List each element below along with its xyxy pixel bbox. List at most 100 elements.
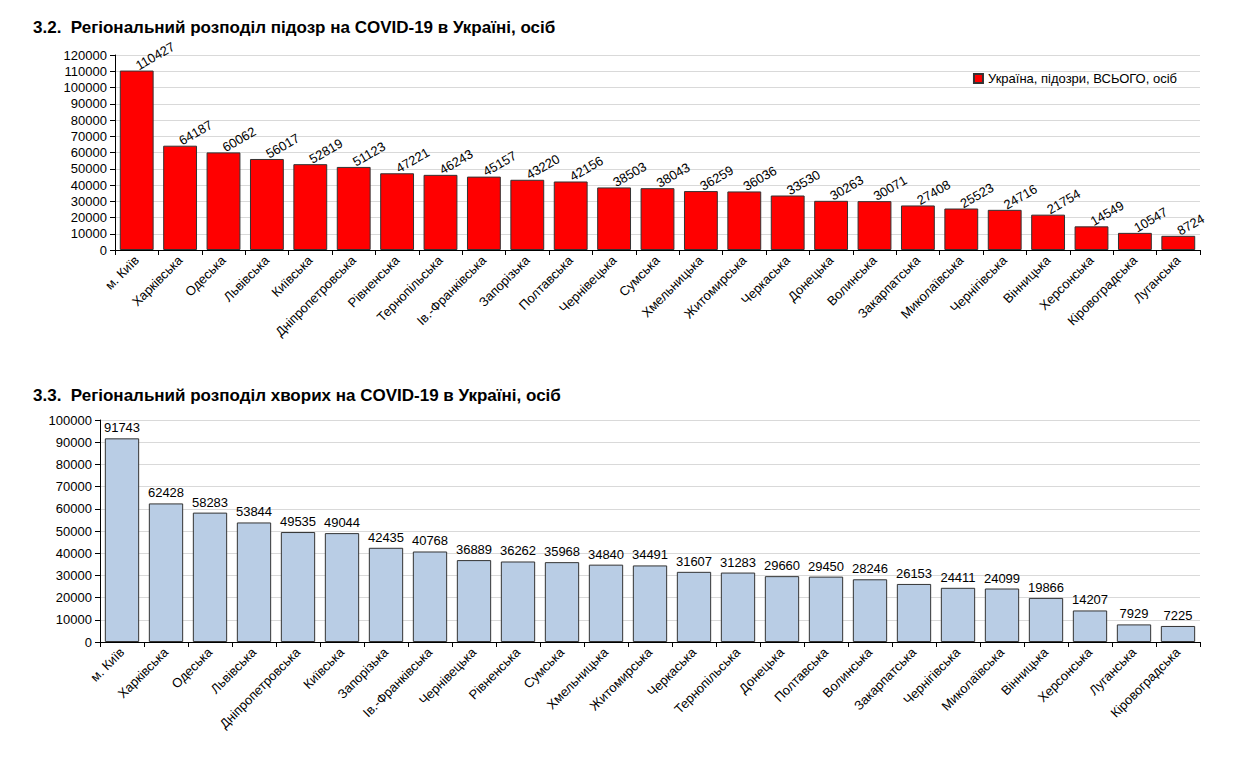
svg-text:100000: 100000: [64, 80, 107, 95]
svg-text:Харківська: Харківська: [129, 252, 186, 309]
svg-text:19866: 19866: [1028, 580, 1064, 595]
svg-text:Рівненська: Рівненська: [466, 644, 524, 702]
svg-text:110000: 110000: [65, 64, 107, 79]
svg-text:Житомирська: Житомирська: [681, 252, 750, 321]
svg-text:Львівська: Львівська: [220, 252, 272, 304]
svg-text:64187: 64187: [176, 117, 215, 148]
svg-text:0: 0: [85, 635, 92, 650]
svg-text:25523: 25523: [958, 180, 997, 211]
svg-text:Луганська: Луганська: [1130, 252, 1184, 306]
svg-text:3.2. Регіональний розподіл пі: 3.2. Регіональний розподіл підозр на COV…: [33, 18, 555, 37]
svg-text:26153: 26153: [896, 566, 932, 581]
svg-text:36262: 36262: [500, 543, 536, 558]
svg-text:7929: 7929: [1120, 606, 1149, 621]
svg-text:40000: 40000: [56, 546, 92, 561]
svg-text:10000: 10000: [71, 226, 107, 241]
svg-text:49044: 49044: [324, 515, 360, 530]
svg-text:Чернігівська: Чернігівська: [947, 252, 1010, 315]
svg-text:40768: 40768: [412, 533, 448, 548]
svg-text:20000: 20000: [71, 210, 107, 225]
svg-text:14207: 14207: [1072, 592, 1108, 607]
svg-text:43220: 43220: [524, 151, 563, 182]
svg-text:28246: 28246: [852, 561, 888, 576]
svg-text:Ів.-Франківська: Ів.-Франківська: [414, 252, 490, 328]
svg-text:8724: 8724: [1175, 211, 1208, 238]
svg-text:10547: 10547: [1131, 204, 1170, 235]
svg-text:31283: 31283: [720, 555, 756, 570]
svg-text:70000: 70000: [71, 129, 107, 144]
svg-text:Кіровоградська: Кіровоградська: [1108, 644, 1184, 720]
svg-text:Житомирська: Житомирська: [587, 644, 656, 713]
svg-text:0: 0: [100, 243, 107, 258]
svg-text:52819: 52819: [307, 136, 346, 167]
svg-text:34840: 34840: [588, 547, 624, 562]
svg-text:м. Київ: м. Київ: [87, 645, 127, 685]
svg-text:60000: 60000: [56, 501, 92, 516]
svg-text:45157: 45157: [480, 148, 519, 179]
svg-text:110427: 110427: [133, 39, 177, 73]
svg-text:60062: 60062: [220, 124, 259, 155]
svg-text:30000: 30000: [56, 568, 92, 583]
svg-text:21754: 21754: [1044, 186, 1083, 217]
svg-text:80000: 80000: [56, 457, 92, 472]
svg-text:46243: 46243: [437, 146, 476, 177]
svg-text:Миколаївська: Миколаївська: [938, 644, 1007, 713]
svg-text:53844: 53844: [236, 504, 272, 519]
svg-text:34491: 34491: [632, 547, 668, 562]
svg-text:30263: 30263: [827, 172, 866, 203]
svg-text:24716: 24716: [1001, 181, 1040, 212]
svg-text:56017: 56017: [263, 130, 302, 161]
svg-text:Харківська: Харківська: [115, 644, 172, 701]
svg-text:51123: 51123: [350, 139, 388, 170]
svg-text:90000: 90000: [71, 96, 107, 111]
svg-text:14549: 14549: [1088, 198, 1127, 229]
svg-text:20000: 20000: [56, 590, 92, 605]
svg-text:90000: 90000: [56, 435, 92, 450]
svg-text:Черкаська: Черкаська: [738, 252, 794, 308]
svg-text:Україна, підозри, ВСЬОГО, осіб: Україна, підозри, ВСЬОГО, осіб: [988, 71, 1177, 86]
svg-text:29660: 29660: [764, 558, 800, 573]
svg-text:36036: 36036: [741, 163, 780, 194]
svg-text:70000: 70000: [56, 479, 92, 494]
svg-text:38043: 38043: [654, 160, 693, 191]
svg-text:24411: 24411: [940, 570, 975, 585]
svg-text:Ів.-Франківська: Ів.-Франківська: [360, 644, 436, 720]
svg-text:Дніпропетровська: Дніпропетровська: [217, 644, 304, 731]
svg-text:100000: 100000: [49, 413, 92, 428]
svg-text:36259: 36259: [697, 163, 736, 194]
svg-text:Полтавська: Полтавська: [771, 644, 832, 705]
svg-text:91743: 91743: [104, 420, 140, 435]
svg-text:Дніпропетровська: Дніпропетровська: [272, 252, 359, 339]
svg-text:7225: 7225: [1164, 608, 1193, 623]
svg-text:42156: 42156: [567, 153, 606, 184]
svg-text:50000: 50000: [56, 524, 92, 539]
svg-text:Тернопільська: Тернопільська: [671, 644, 743, 716]
svg-text:Чернівецька: Чернівецька: [556, 252, 620, 316]
svg-text:50000: 50000: [71, 161, 107, 176]
svg-text:35968: 35968: [544, 544, 580, 559]
svg-text:33530: 33530: [784, 167, 823, 198]
svg-text:120000: 120000: [64, 48, 107, 63]
svg-text:30071: 30071: [871, 173, 910, 204]
svg-text:60000: 60000: [71, 145, 107, 160]
svg-text:27408: 27408: [914, 177, 953, 208]
svg-text:30000: 30000: [71, 194, 107, 209]
svg-text:3.3. Регіональний розподіл хв: 3.3. Регіональний розподіл хворих на COV…: [33, 386, 561, 405]
svg-text:Кіровоградська: Кіровоградська: [1064, 252, 1140, 328]
svg-text:47221: 47221: [393, 145, 432, 176]
svg-text:58283: 58283: [192, 495, 228, 510]
svg-text:10000: 10000: [56, 612, 92, 627]
svg-text:38503: 38503: [610, 159, 649, 190]
svg-text:Чернівецька: Чернівецька: [416, 644, 480, 708]
svg-text:Херсонська: Херсонська: [1035, 644, 1096, 705]
svg-text:м. Київ: м. Київ: [102, 253, 142, 293]
svg-text:31607: 31607: [676, 554, 712, 569]
svg-text:40000: 40000: [71, 178, 107, 193]
svg-text:49535: 49535: [280, 514, 316, 529]
svg-text:29450: 29450: [808, 559, 844, 574]
svg-text:80000: 80000: [71, 113, 107, 128]
svg-text:62428: 62428: [148, 485, 184, 500]
svg-text:36889: 36889: [456, 542, 492, 557]
svg-text:24099: 24099: [984, 571, 1020, 586]
svg-text:42435: 42435: [368, 530, 404, 545]
